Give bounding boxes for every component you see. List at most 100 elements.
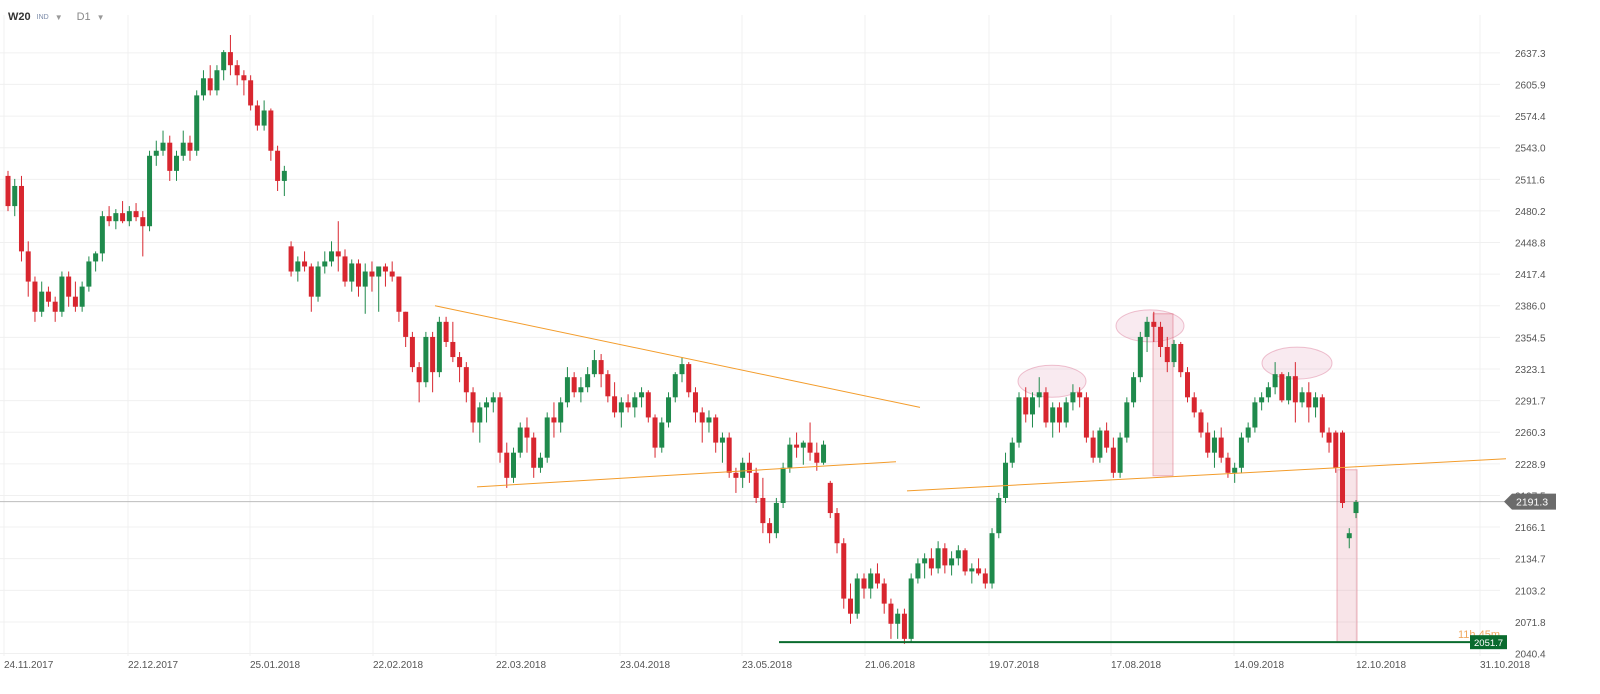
candle bbox=[881, 578, 887, 614]
chevron-down-icon[interactable]: ▼ bbox=[96, 12, 105, 22]
candle-body bbox=[1056, 407, 1062, 423]
candle-body bbox=[1346, 533, 1352, 539]
candle bbox=[18, 175, 24, 262]
chevron-down-icon[interactable]: ▼ bbox=[54, 12, 63, 22]
candle-body bbox=[1185, 372, 1190, 398]
symbol-label[interactable]: W20 bbox=[8, 11, 31, 23]
candle-body bbox=[841, 543, 847, 599]
resistance-trendline bbox=[434, 305, 921, 408]
candle bbox=[1083, 392, 1089, 443]
candle bbox=[369, 261, 375, 292]
candle bbox=[1090, 430, 1096, 463]
candle bbox=[214, 65, 220, 96]
x-tick-label: 19.07.2018 bbox=[989, 660, 1039, 671]
candlestick-series bbox=[5, 35, 1359, 644]
candle bbox=[1124, 397, 1130, 443]
candle-body bbox=[362, 271, 368, 287]
candle bbox=[713, 414, 719, 453]
y-tick-label: 2040.4 bbox=[1515, 650, 1546, 661]
candle-body bbox=[672, 374, 678, 398]
candle-body bbox=[1137, 336, 1143, 378]
candle-body bbox=[409, 336, 415, 368]
candle bbox=[389, 261, 395, 282]
candle bbox=[888, 598, 894, 639]
candle-body bbox=[821, 444, 827, 463]
x-tick-label: 22.02.2018 bbox=[373, 660, 423, 671]
candle bbox=[1292, 362, 1298, 423]
candle bbox=[497, 392, 503, 463]
candle bbox=[315, 261, 321, 302]
candle-body bbox=[369, 271, 375, 277]
candle bbox=[160, 130, 166, 156]
candle bbox=[207, 65, 213, 96]
candle bbox=[1110, 437, 1116, 478]
candle-body bbox=[1090, 437, 1096, 458]
candle-body bbox=[578, 387, 584, 393]
candle bbox=[1137, 331, 1143, 383]
candle-body bbox=[861, 578, 867, 589]
candle-body bbox=[39, 291, 45, 312]
candle-body bbox=[1124, 402, 1130, 438]
candle bbox=[376, 266, 382, 312]
candle-body bbox=[692, 392, 698, 413]
candle-body bbox=[349, 263, 355, 282]
candle-body bbox=[187, 142, 193, 151]
candle bbox=[59, 271, 65, 317]
candle bbox=[167, 135, 173, 181]
candle-body bbox=[335, 251, 341, 257]
candle-body bbox=[854, 578, 860, 614]
candle-body bbox=[1050, 407, 1056, 423]
chart-toolbar: W20 IND ▼ D1 ▼ bbox=[8, 8, 105, 26]
candle-body bbox=[1151, 321, 1157, 327]
candle-body bbox=[18, 185, 24, 252]
candle-body bbox=[1104, 430, 1110, 448]
candle-body bbox=[140, 217, 146, 227]
candle-body bbox=[767, 523, 773, 534]
candle bbox=[1198, 409, 1204, 438]
candle-body bbox=[167, 142, 173, 171]
candle bbox=[241, 70, 247, 96]
candle-body bbox=[214, 70, 220, 91]
timeframe-selector[interactable]: D1 bbox=[76, 11, 91, 23]
candle-body bbox=[416, 367, 422, 383]
candle bbox=[1043, 387, 1049, 428]
candle-body bbox=[1306, 392, 1312, 408]
candle-body bbox=[484, 402, 490, 408]
time-axis[interactable]: 24.11.2017 22.12.2017 25.01.2018 22.02.2018… bbox=[4, 660, 1530, 671]
candle bbox=[99, 211, 105, 262]
candle bbox=[598, 354, 604, 388]
candle-body bbox=[726, 437, 732, 473]
candle bbox=[1272, 362, 1278, 395]
y-tick-label: 2323.1 bbox=[1515, 365, 1546, 376]
candle bbox=[254, 100, 260, 131]
candle bbox=[949, 551, 955, 576]
candle bbox=[1326, 427, 1332, 453]
candle bbox=[517, 422, 523, 458]
candle-body bbox=[1232, 467, 1238, 473]
candle-body bbox=[436, 321, 442, 373]
candle bbox=[976, 558, 982, 576]
y-tick-label: 2134.7 bbox=[1515, 555, 1546, 566]
candle bbox=[719, 432, 725, 463]
candle bbox=[982, 568, 988, 589]
y-tick-label: 2071.8 bbox=[1515, 618, 1546, 629]
candle-body bbox=[827, 482, 833, 514]
candle-body bbox=[1063, 402, 1069, 423]
candle-body bbox=[1070, 392, 1076, 403]
candle bbox=[551, 402, 557, 438]
candle-body bbox=[989, 533, 995, 584]
candle-body bbox=[490, 397, 496, 403]
candle-body bbox=[1292, 376, 1298, 403]
price-axis[interactable]: 2040.42071.82103.22134.72166.12197.52228… bbox=[1470, 49, 1556, 661]
candle-body bbox=[470, 392, 476, 423]
candle-body bbox=[901, 613, 907, 639]
candle bbox=[436, 316, 442, 378]
candle-body bbox=[5, 175, 11, 207]
candle bbox=[1070, 384, 1076, 411]
candle-body bbox=[1191, 397, 1197, 413]
candle-body bbox=[511, 452, 516, 478]
candle-body bbox=[591, 360, 597, 375]
candle bbox=[605, 370, 611, 403]
candle-body bbox=[295, 261, 301, 272]
